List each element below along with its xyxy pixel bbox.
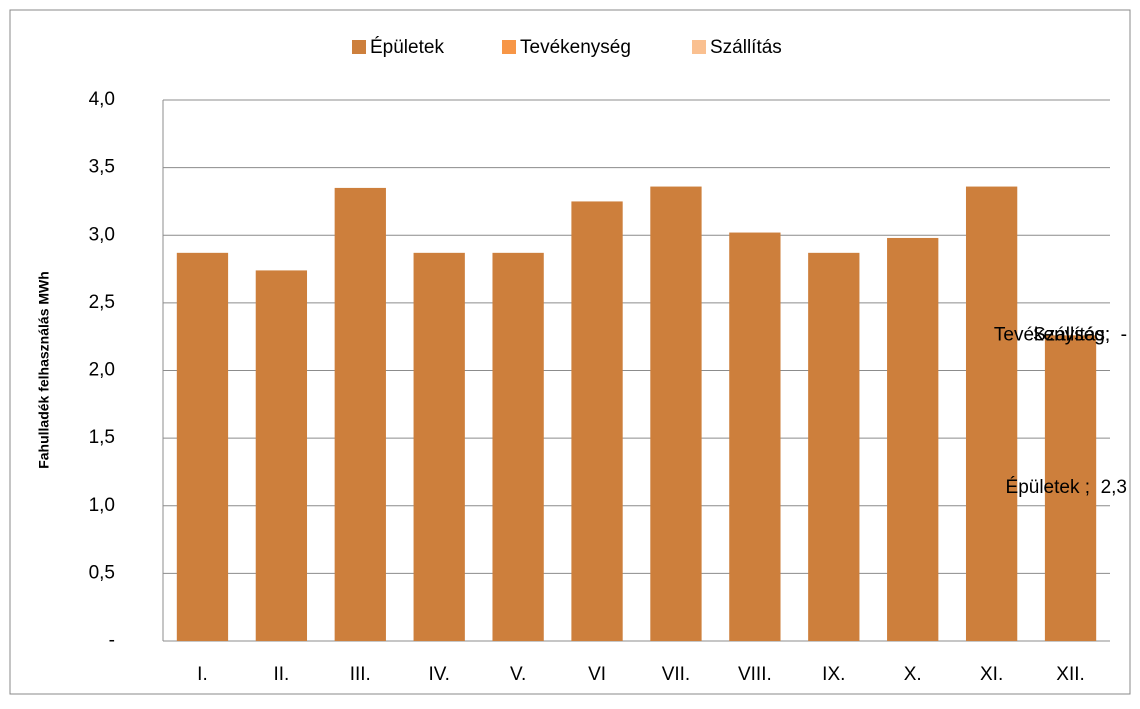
bar xyxy=(176,252,229,641)
x-tick-label: II. xyxy=(273,664,289,685)
bar xyxy=(1044,335,1097,641)
y-tick-label: 3,5 xyxy=(89,157,115,178)
y-tick-label: 1,0 xyxy=(89,495,115,516)
bar xyxy=(729,232,781,642)
bar xyxy=(334,187,386,641)
bar xyxy=(255,270,308,641)
y-tick-label: 0,5 xyxy=(89,562,115,583)
x-tick-label: IV. xyxy=(428,664,450,685)
data-label: Szállítás; - xyxy=(1033,324,1127,345)
bar xyxy=(413,252,465,641)
x-tick-label: XII. xyxy=(1056,664,1085,685)
x-tick-label: IX. xyxy=(822,664,845,685)
y-tick-label: 2,5 xyxy=(89,292,115,313)
bar xyxy=(808,252,860,641)
legend-swatch xyxy=(502,40,516,54)
y-axis-label: Fahulladék felhasználás MWh xyxy=(36,271,52,469)
legend-swatch xyxy=(692,40,706,54)
x-tick-label: XI. xyxy=(980,664,1003,685)
x-tick-label: VI xyxy=(588,664,606,685)
x-tick-label: VIII. xyxy=(738,664,772,685)
bar xyxy=(571,201,623,641)
x-tick-label: III. xyxy=(350,664,371,685)
y-tick-label: - xyxy=(109,630,115,651)
y-tick-label: 1,5 xyxy=(89,427,115,448)
x-tick-label: V. xyxy=(510,664,526,685)
y-tick-label: 4,0 xyxy=(89,89,115,110)
bar xyxy=(887,237,939,641)
y-tick-label: 3,0 xyxy=(89,224,115,245)
legend-label: Épületek xyxy=(370,37,444,58)
x-tick-label: I. xyxy=(197,664,208,685)
data-label: Tevékenység; - xyxy=(994,324,1127,345)
bar xyxy=(965,186,1018,641)
bar xyxy=(492,252,544,641)
x-tick-label: X. xyxy=(904,664,922,685)
legend-swatch xyxy=(352,40,366,54)
legend-label: Szállítás xyxy=(710,37,782,58)
y-tick-label: 2,0 xyxy=(89,360,115,381)
x-tick-label: VII. xyxy=(662,664,691,685)
bar xyxy=(650,186,702,641)
legend-label: Tevékenység xyxy=(520,37,631,58)
data-label: Épületek ; 2,3 xyxy=(1006,477,1127,498)
